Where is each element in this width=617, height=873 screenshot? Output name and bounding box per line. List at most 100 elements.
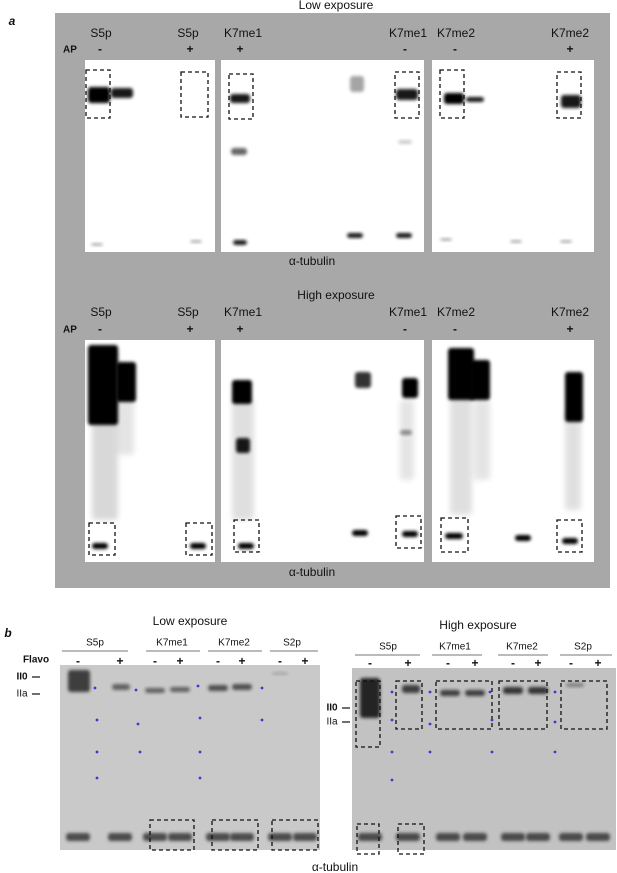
band (358, 833, 382, 841)
loading-control: α-tubulin (289, 254, 335, 268)
band (465, 690, 485, 696)
marker-dot (553, 750, 557, 754)
lane-sign: - (569, 656, 573, 670)
dashed-box (356, 823, 380, 855)
band (232, 400, 254, 520)
band (268, 833, 292, 841)
marker-dot (390, 750, 394, 754)
band (66, 833, 90, 841)
lane-label: S5p (90, 305, 112, 319)
marker-dot (488, 690, 492, 694)
band (400, 400, 414, 480)
lane-sign: - (216, 654, 220, 668)
lane-label: K7me2 (437, 26, 475, 40)
lane-sign: + (176, 654, 183, 668)
band (91, 243, 103, 246)
band (436, 833, 460, 841)
lane-sign: + (186, 322, 193, 336)
band (68, 670, 90, 692)
lane-sign: + (566, 322, 573, 336)
marker-dot (260, 718, 264, 722)
band (112, 684, 130, 690)
band (347, 233, 363, 238)
dashed-box (211, 819, 259, 851)
blot-membrane (432, 60, 594, 252)
band (116, 362, 136, 402)
dashed-box (355, 680, 381, 748)
blot-title: Low exposure (299, 0, 374, 12)
marker-dot (428, 722, 432, 726)
dashed-box (498, 680, 548, 730)
marker-dot (198, 716, 202, 720)
band (170, 687, 190, 692)
band (143, 833, 167, 841)
lane-sign: + (301, 654, 308, 668)
dashed-box (395, 680, 423, 730)
band-label: IIa (326, 717, 338, 728)
band (396, 833, 420, 841)
dashed-box (395, 515, 422, 549)
loading-control: α-tubulin (289, 565, 335, 579)
gel-low (60, 665, 320, 850)
treatment-label: AP (63, 45, 77, 56)
band (562, 538, 578, 544)
group-label: S5p (86, 638, 104, 649)
blot-title: High exposure (439, 618, 517, 632)
band (238, 543, 254, 549)
band (168, 833, 192, 841)
loading-control: α-tubulin (312, 860, 358, 873)
lane-sign: + (471, 656, 478, 670)
band (402, 378, 418, 398)
band (118, 395, 134, 455)
dashed-box (271, 819, 319, 851)
band (565, 410, 581, 510)
marker-dot (428, 750, 432, 754)
band (396, 89, 418, 100)
band (145, 688, 165, 693)
lane-label: K7me2 (551, 26, 589, 40)
band (586, 833, 610, 841)
lane-sign: - (453, 42, 457, 56)
band (445, 533, 463, 539)
band (528, 687, 548, 694)
band (526, 833, 550, 841)
lane-sign: + (594, 656, 601, 670)
marker-dot (490, 750, 494, 754)
lane-label: S5p (177, 305, 199, 319)
lane-sign: - (98, 322, 102, 336)
marker-dot (390, 718, 394, 722)
lane-sign: + (566, 42, 573, 56)
band (474, 400, 490, 480)
lane-label: K7me1 (389, 305, 427, 319)
band (503, 687, 523, 694)
lane-label: S5p (90, 26, 112, 40)
marker-dot (490, 718, 494, 722)
dashed-box (228, 73, 254, 120)
lane-sign: - (278, 654, 282, 668)
band (515, 535, 531, 541)
dashed-box (185, 522, 213, 556)
blot-membrane (221, 60, 424, 252)
dashed-box (435, 680, 493, 730)
marker-dot (390, 690, 394, 694)
marker-dot (198, 776, 202, 780)
band (206, 833, 230, 841)
group-label: K7me2 (506, 642, 538, 653)
marker-dot (93, 686, 97, 690)
lane-label: K7me2 (551, 305, 589, 319)
band (232, 380, 252, 404)
lane-sign: + (116, 654, 123, 668)
marker-dot (95, 776, 99, 780)
dashed-box (85, 69, 111, 119)
band (233, 240, 247, 245)
dashed-box (556, 519, 583, 553)
blot-title: Low exposure (153, 614, 228, 628)
band (440, 690, 460, 696)
dashed-box (88, 522, 116, 556)
group-label: K7me1 (439, 642, 471, 653)
lane-label: K7me1 (224, 26, 262, 40)
marker-dot (95, 718, 99, 722)
band (561, 95, 581, 108)
band (230, 94, 250, 103)
